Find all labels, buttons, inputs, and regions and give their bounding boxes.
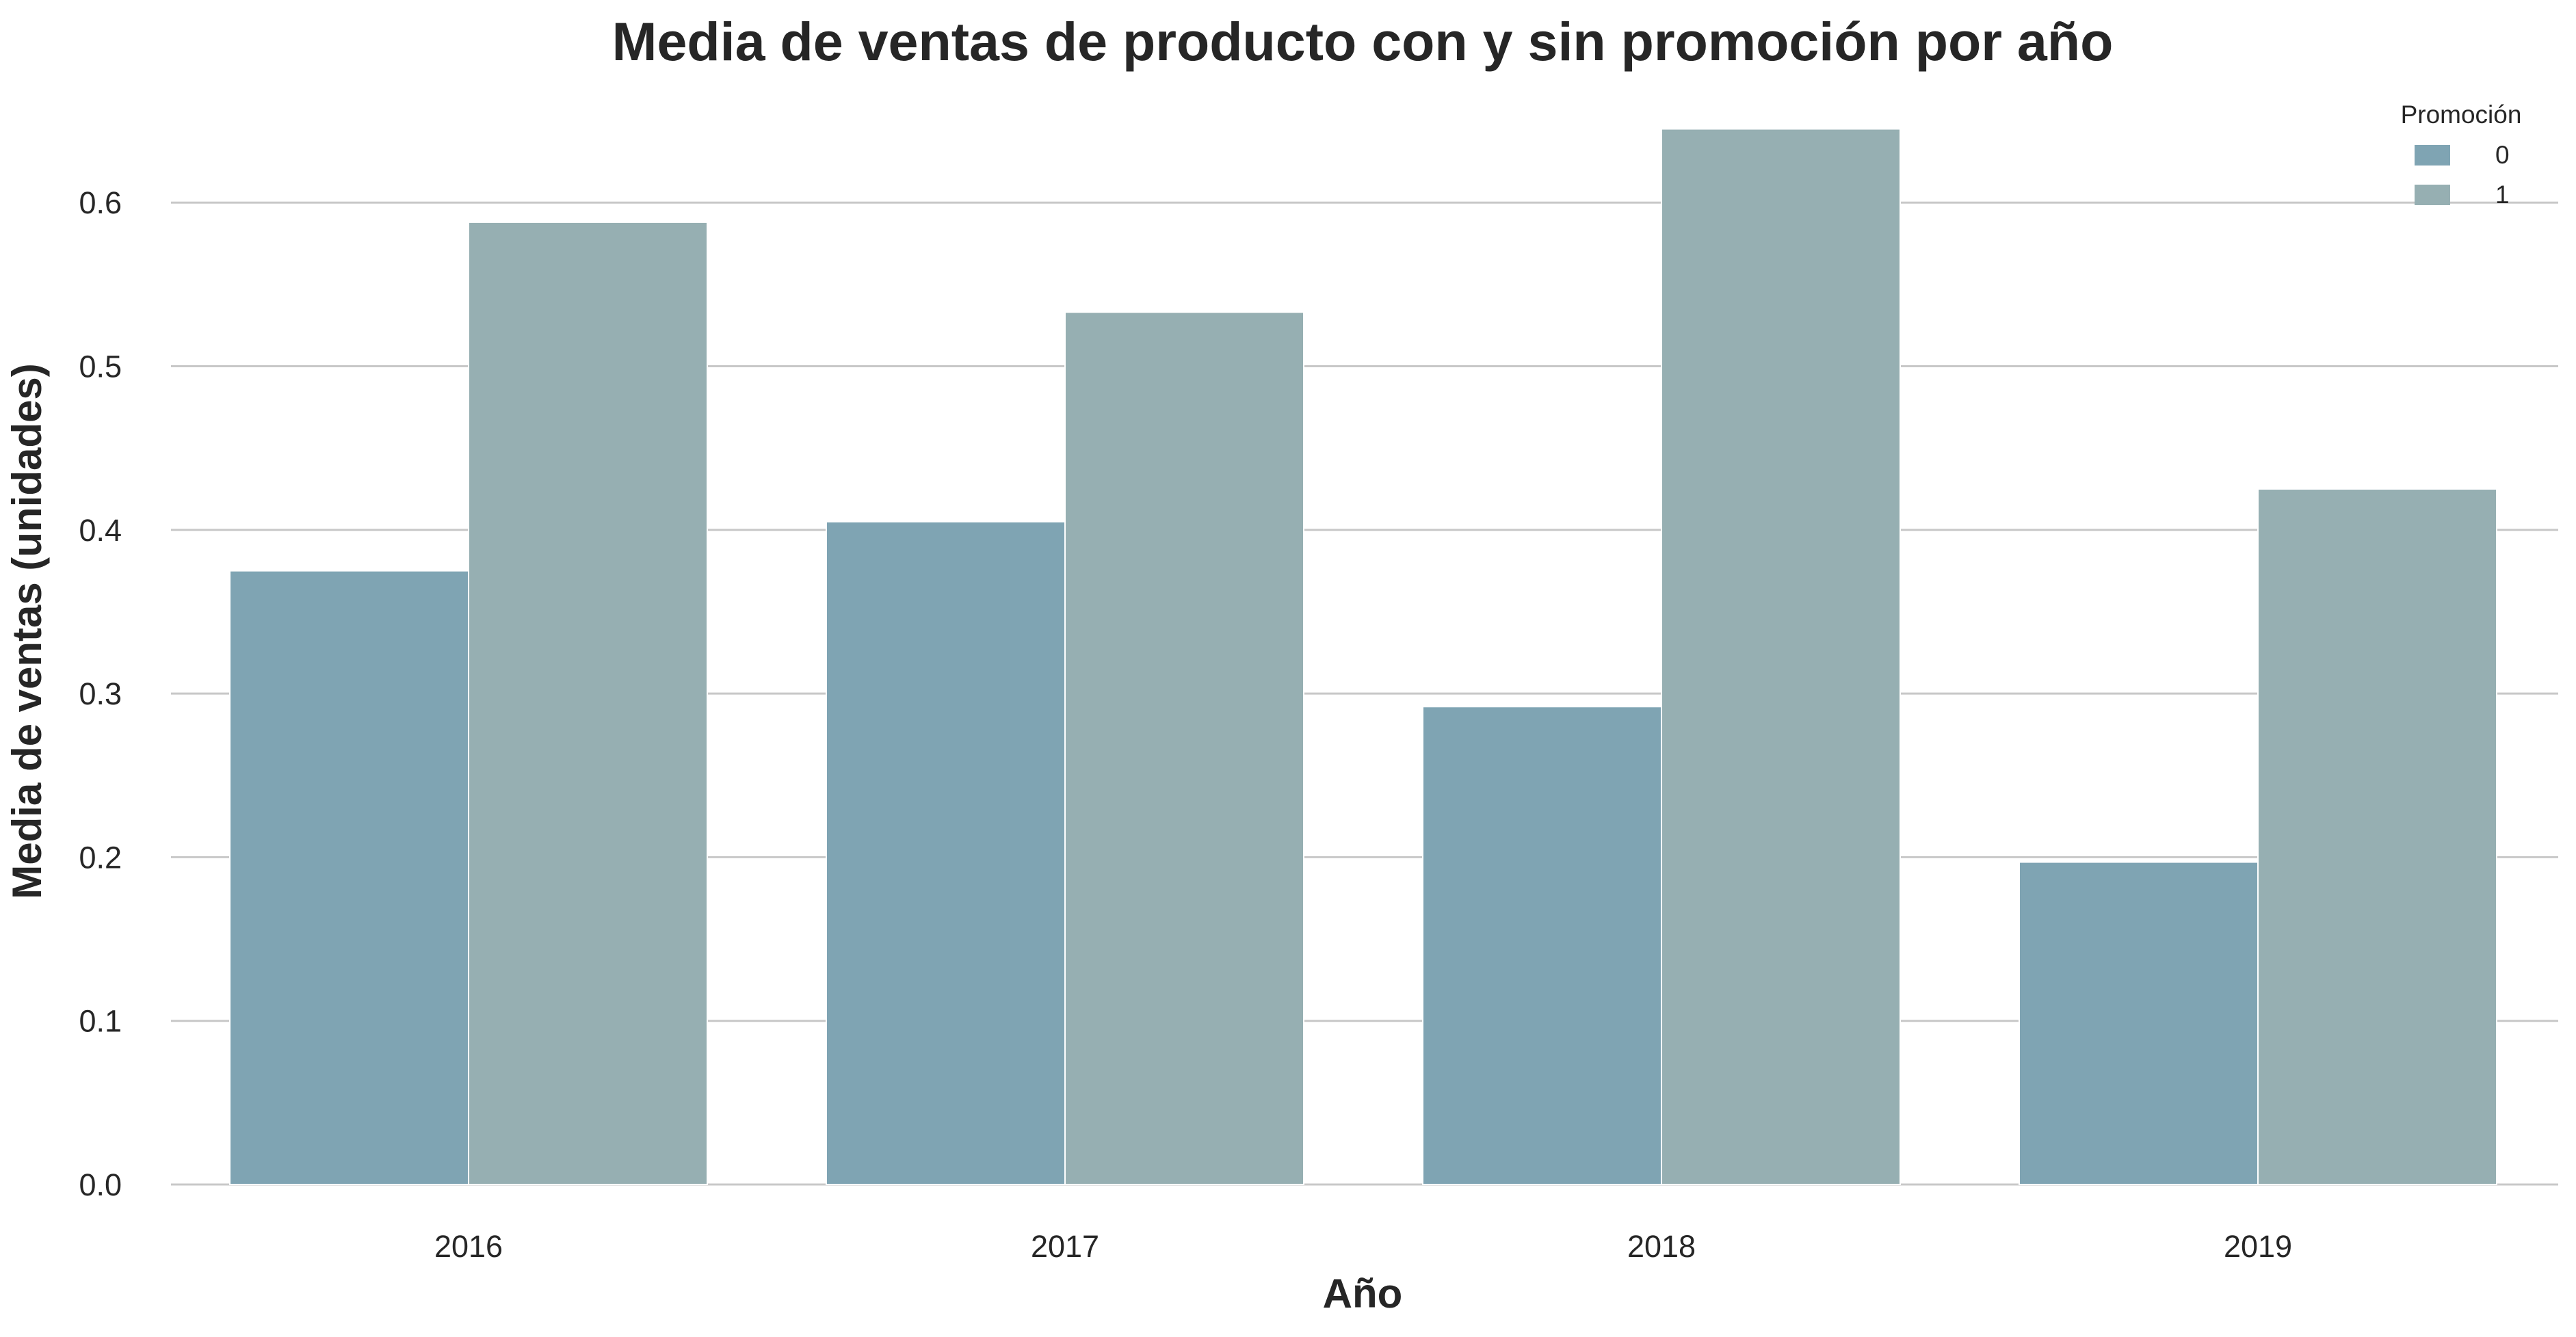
legend-swatch-1 xyxy=(2415,185,2450,205)
x-tick-label: 2019 xyxy=(2224,1229,2292,1264)
legend-label-0: 0 xyxy=(2495,141,2510,169)
chart-title: Media de ventas de producto con y sin pr… xyxy=(612,11,2114,72)
x-tick-label: 2018 xyxy=(1627,1229,1696,1264)
y-tick-label: 0.0 xyxy=(79,1167,122,1202)
y-tick-label: 0.4 xyxy=(79,513,122,548)
bar-2017-promocion-1 xyxy=(1064,311,1304,1185)
bar-2017-promocion-0 xyxy=(826,520,1066,1185)
y-tick-labels: 0.0 0.1 0.2 0.3 0.4 0.5 0.6 xyxy=(79,185,122,1202)
y-tick-label: 0.5 xyxy=(79,349,122,384)
legend: Promoción 0 1 xyxy=(2401,101,2522,209)
legend-title: Promoción xyxy=(2401,101,2522,129)
y-tick-label: 0.3 xyxy=(79,676,122,711)
y-tick-label: 0.1 xyxy=(79,1004,122,1039)
y-tick-label: 0.6 xyxy=(79,185,122,220)
bars xyxy=(229,128,2497,1185)
x-tick-labels: 2016 2017 2018 2019 xyxy=(434,1229,2292,1264)
legend-label-1: 1 xyxy=(2495,181,2510,209)
y-tick-label: 0.2 xyxy=(79,840,122,875)
y-axis-label: Media de ventas (unidades) xyxy=(4,363,50,899)
bar-2018-promocion-1 xyxy=(1661,128,1901,1185)
bar-2016-promocion-0 xyxy=(229,570,469,1185)
bar-2019-promocion-1 xyxy=(2257,488,2497,1185)
x-axis-label: Año xyxy=(1323,1271,1403,1316)
legend-swatch-0 xyxy=(2415,145,2450,166)
bar-2016-promocion-1 xyxy=(468,221,708,1185)
bar-2018-promocion-0 xyxy=(1422,706,1662,1185)
x-tick-label: 2016 xyxy=(434,1229,503,1264)
x-tick-label: 2017 xyxy=(1031,1229,1099,1264)
bar-2019-promocion-0 xyxy=(2019,861,2259,1185)
